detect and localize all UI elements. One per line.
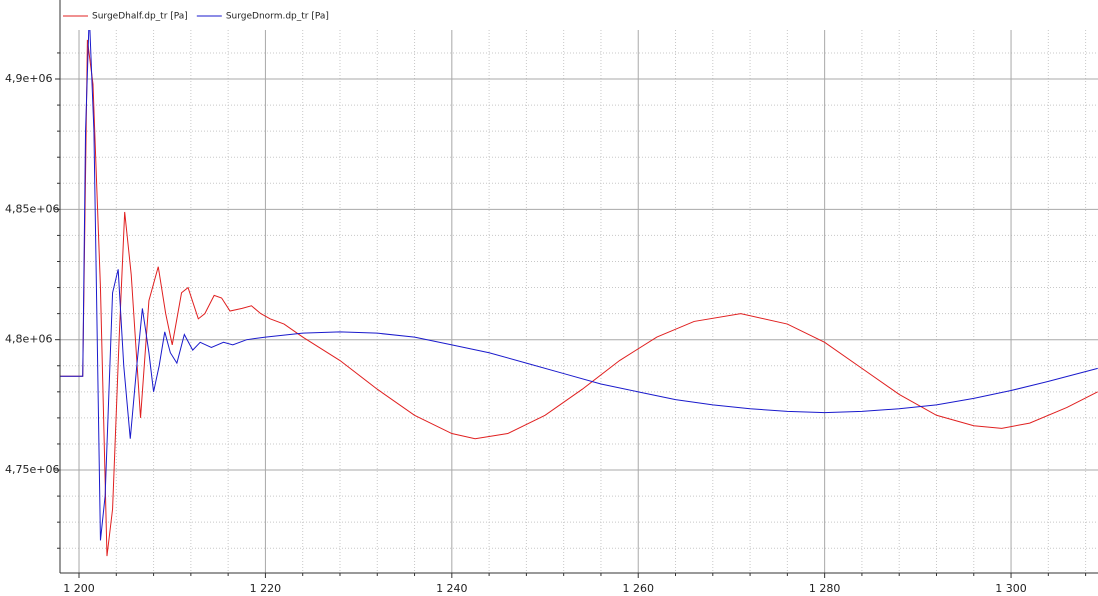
x-tick-label: 1 240 (436, 582, 468, 595)
plot-area (60, 30, 1098, 557)
y-tick-label: 4,75e+06 (5, 463, 59, 476)
legend-label: SurgeDnorm.dp_tr [Pa] (226, 12, 329, 22)
y-tick-label: 4,85e+06 (5, 202, 59, 215)
legend-label: SurgeDhalf.dp_tr [Pa] (92, 12, 188, 22)
series-line (60, 39, 1098, 557)
x-tick-label: 1 220 (250, 582, 282, 595)
x-tick-label: 1 200 (63, 582, 95, 595)
y-tick-label: 4,8e+06 (5, 333, 52, 346)
grid (60, 30, 1098, 573)
axes: 1 200 1 220 1 240 1 260 1 280 1 300 4,75e+06 4,… (5, 0, 1098, 595)
y-tick-label: 4,9e+06 (5, 72, 52, 85)
series-line (60, 30, 1098, 541)
x-tick-label: 1 280 (809, 582, 841, 595)
legend: SurgeDhalf.dp_tr [Pa] SurgeDnorm.dp_tr [P… (63, 12, 329, 22)
x-tick-label: 1 260 (622, 582, 654, 595)
x-tick-label: 1 300 (995, 582, 1027, 595)
